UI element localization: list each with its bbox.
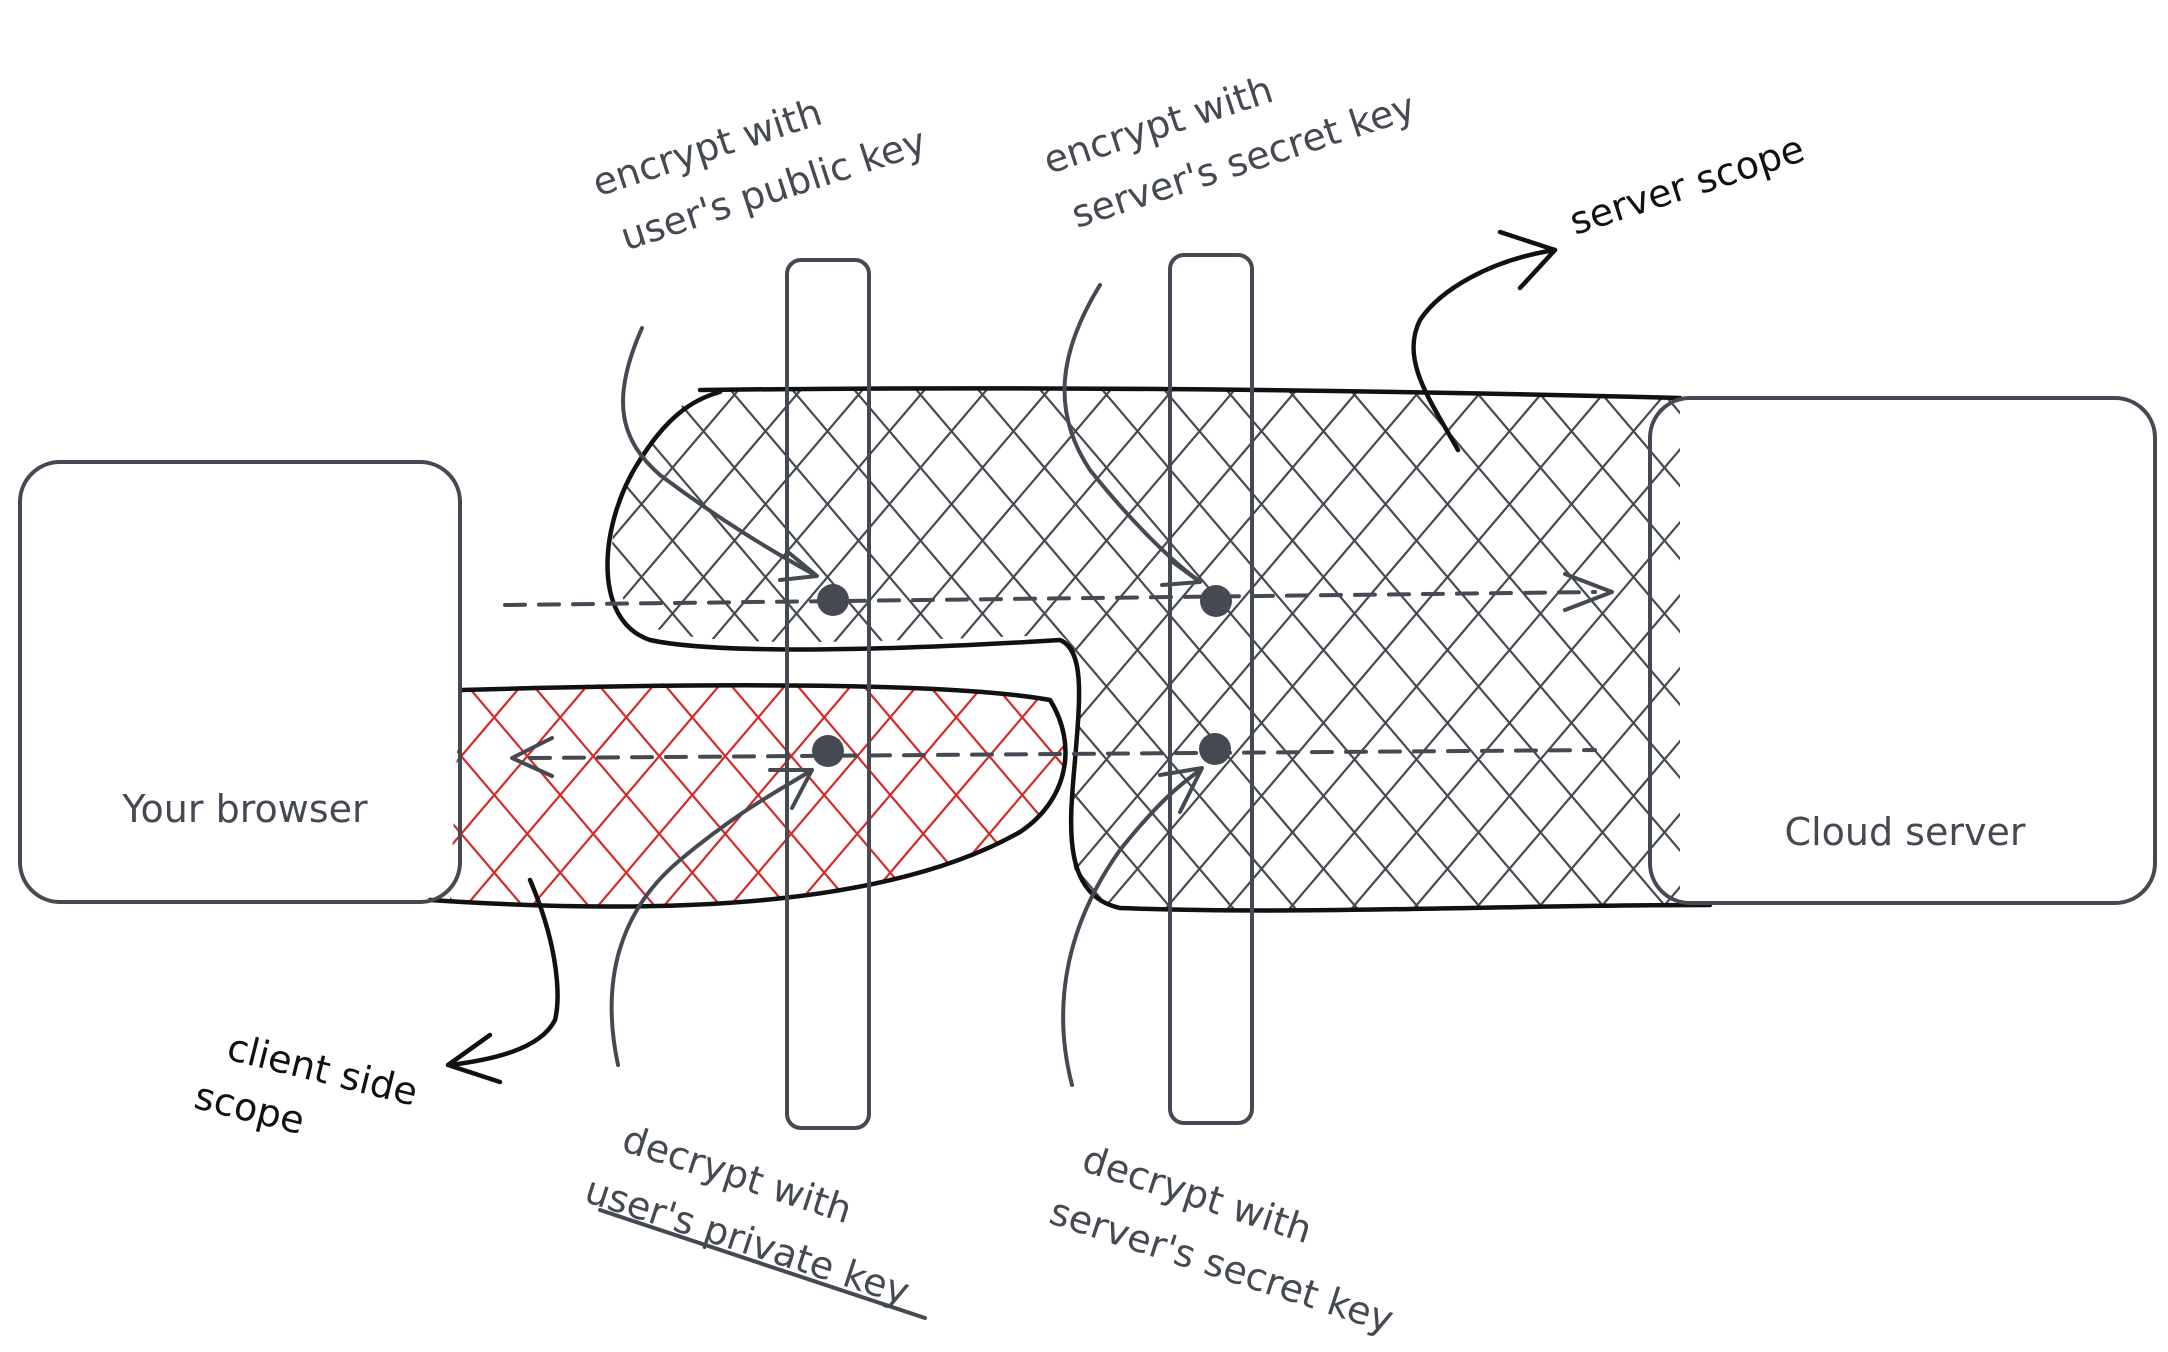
hatch-line [1217, 388, 1678, 910]
encrypt-server-arrow [1062, 283, 1200, 582]
hatch-line [1465, 388, 1680, 910]
user-key-layer [785, 258, 871, 1130]
hatch-line [519, 683, 734, 906]
hatch-line [2024, 380, 2168, 920]
hatch-line [651, 683, 866, 906]
server-node: Cloud server [1648, 396, 2157, 905]
hatch-line [585, 683, 800, 906]
hatch-line [1031, 388, 1492, 910]
encrypt-user-annotation: encrypt with user's public key [587, 90, 931, 259]
hatch-line [1114, 670, 1327, 920]
decrypt-user-annotation: decrypt with user's private key [580, 1117, 915, 1314]
hatch-line [1312, 670, 1525, 920]
decrypt-server-arrow [1061, 768, 1202, 1087]
hatch-line [453, 683, 668, 906]
hatch-line [2024, 380, 2168, 920]
decrypt-server-point [1199, 733, 1231, 765]
decrypt-user-arrowhead [768, 768, 814, 810]
server-scope-label: server scope [1564, 126, 1809, 243]
browser-node: Your browser [18, 460, 462, 904]
encrypt-server-annotation: encrypt with server's secret key [1038, 67, 1420, 236]
hatch-line [1246, 670, 1459, 920]
hatch-line [1246, 670, 1459, 920]
hatch-line [450, 683, 602, 906]
hatch-line [783, 683, 998, 906]
client-scope-arrow [447, 877, 560, 1068]
request-flow-arrowhead [1563, 572, 1614, 612]
browser-label: Your browser [121, 787, 368, 831]
hatch-line [450, 683, 536, 906]
client-scope-arrowhead [445, 1032, 503, 1085]
hatch-line [1589, 388, 1680, 910]
encrypt-server-point [1200, 585, 1232, 617]
hatch-line [612, 388, 810, 910]
server-label: Cloud server [1785, 810, 2026, 854]
hatch-line [2148, 380, 2168, 920]
hatch-line [717, 683, 932, 906]
client-scope-annotation: client side scope [190, 1025, 422, 1143]
hatch-line [1403, 388, 1680, 910]
hatch-line [1279, 388, 1680, 910]
hatch-line [849, 683, 1064, 906]
request-flow-line [503, 590, 1597, 607]
decrypt-server-annotation: decrypt with server's secret key [1044, 1137, 1398, 1342]
hatch-line [1589, 388, 1680, 910]
client-scope-hatch [450, 670, 1525, 920]
hatch-line [981, 683, 1065, 906]
decrypt-server-arrowhead [1158, 766, 1204, 814]
hatch-line [450, 683, 536, 906]
hatch-line [1527, 388, 1680, 910]
encrypt-user-arrow [621, 326, 817, 577]
response-flow-arrowhead [510, 736, 554, 778]
server-key-layer [1168, 253, 1254, 1125]
encrypt-server-arrowhead [1160, 558, 1202, 587]
hatch-line [1527, 388, 1680, 910]
hatch-line [1341, 388, 1680, 910]
hatch-line [2148, 380, 2168, 920]
encrypt-user-arrowhead [778, 550, 819, 582]
decrypt-user-arrow [609, 768, 814, 1067]
server-scope-arrowhead [1497, 229, 1558, 291]
server-scope-outline [605, 386, 1713, 913]
response-flow-line [528, 748, 1597, 760]
decrypt-user-point [812, 735, 844, 767]
hatch-line [1312, 670, 1525, 920]
hatch-line [1465, 388, 1680, 910]
hatch-line [612, 388, 748, 910]
decrypt-user-underline [598, 1208, 927, 1320]
hatch-line [1114, 670, 1327, 920]
encrypt-user-point [817, 584, 849, 616]
client-scope-outline [427, 683, 1068, 909]
server-scope-arrow [1411, 247, 1558, 453]
hatch-line [1155, 388, 1616, 910]
